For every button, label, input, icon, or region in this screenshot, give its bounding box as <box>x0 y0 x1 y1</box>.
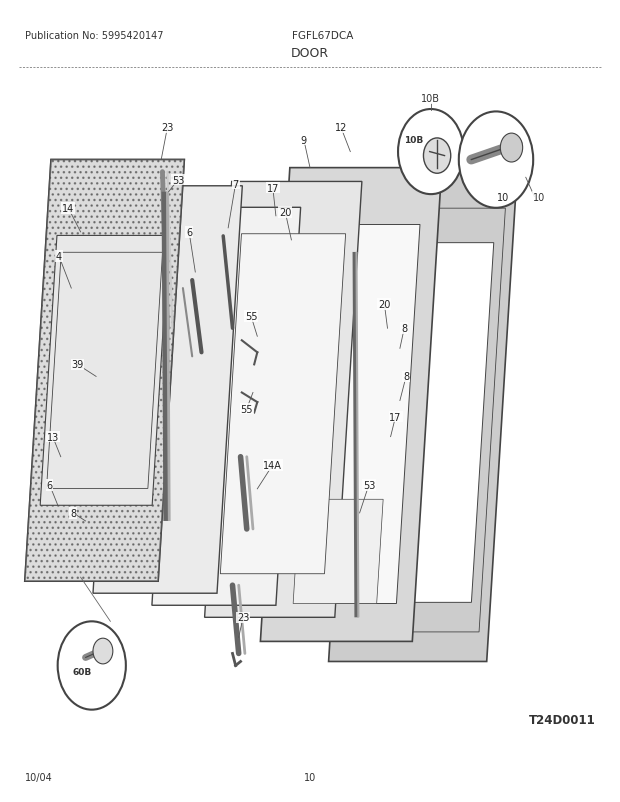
Text: 10/04: 10/04 <box>25 772 53 782</box>
Text: 8: 8 <box>403 372 409 382</box>
Polygon shape <box>25 160 184 581</box>
Polygon shape <box>220 234 345 574</box>
Text: 39: 39 <box>71 360 84 370</box>
Text: 53: 53 <box>363 480 375 490</box>
Text: 9: 9 <box>301 136 307 145</box>
Text: 17: 17 <box>389 412 402 422</box>
Polygon shape <box>293 500 383 604</box>
Text: Publication No: 5995420147: Publication No: 5995420147 <box>25 30 163 40</box>
Text: 8: 8 <box>70 508 76 518</box>
Text: 10: 10 <box>497 192 510 202</box>
Text: 23: 23 <box>237 613 249 622</box>
Circle shape <box>93 638 113 664</box>
Text: 7: 7 <box>232 180 239 189</box>
Circle shape <box>58 622 126 710</box>
Text: 13: 13 <box>46 432 59 442</box>
Polygon shape <box>281 225 420 604</box>
Text: 23: 23 <box>161 124 174 133</box>
Text: 20: 20 <box>378 300 391 310</box>
Text: 60B: 60B <box>72 667 92 677</box>
Text: FGFL67DCA: FGFL67DCA <box>292 30 353 40</box>
Polygon shape <box>329 169 517 662</box>
Polygon shape <box>260 168 441 642</box>
Text: 10B: 10B <box>404 136 423 145</box>
Circle shape <box>459 112 533 209</box>
Text: 55: 55 <box>245 312 257 322</box>
Polygon shape <box>25 160 184 581</box>
Text: 12: 12 <box>335 124 347 133</box>
Text: DOOR: DOOR <box>291 47 329 59</box>
Circle shape <box>398 110 464 195</box>
Text: 10: 10 <box>304 772 316 782</box>
Text: 10: 10 <box>533 192 546 202</box>
Circle shape <box>500 134 523 163</box>
Circle shape <box>423 139 451 174</box>
Polygon shape <box>205 182 362 618</box>
Text: 20: 20 <box>279 208 291 217</box>
Text: 53: 53 <box>172 176 184 185</box>
Text: 17: 17 <box>267 184 279 193</box>
Text: 6: 6 <box>46 480 53 490</box>
Text: 8: 8 <box>401 324 407 334</box>
Text: 55: 55 <box>241 404 253 414</box>
Text: T24D0011: T24D0011 <box>528 713 595 726</box>
Polygon shape <box>40 236 169 505</box>
Polygon shape <box>352 243 494 602</box>
Text: 4: 4 <box>56 252 62 261</box>
Polygon shape <box>152 208 301 606</box>
Text: 10B: 10B <box>422 94 440 103</box>
Text: 14A: 14A <box>264 460 282 470</box>
Text: 14: 14 <box>62 204 74 213</box>
Text: 6: 6 <box>186 228 192 237</box>
Polygon shape <box>93 187 242 593</box>
